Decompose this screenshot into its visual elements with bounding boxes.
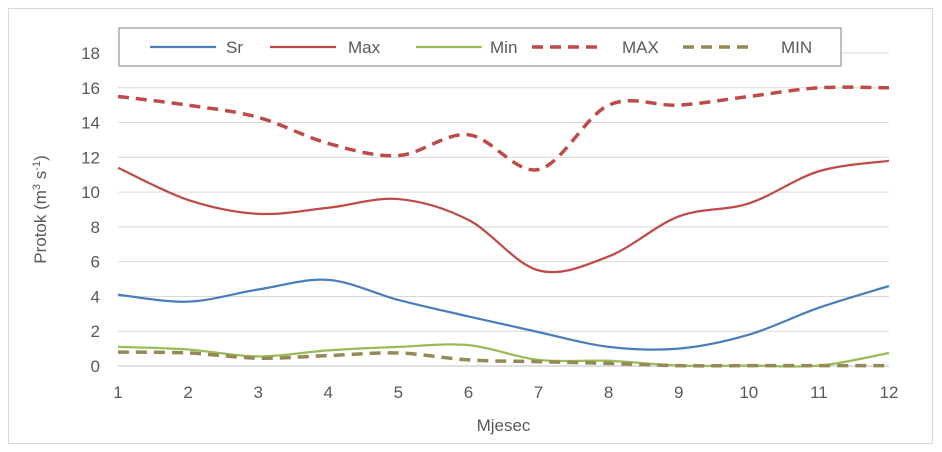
y-tick-label: 18 [81,44,100,63]
y-tick-label: 6 [91,253,100,272]
x-tick-label: 11 [810,383,828,402]
series-line-max [117,159,890,274]
legend-label-sr: Sr [226,38,243,57]
series-line-sr [117,278,890,351]
series-line-min [117,350,889,368]
x-tick-label: 9 [674,383,683,402]
x-tick-label: 6 [464,383,473,402]
x-axis-ticks: 1 2 3 4 5 6 7 8 9 10 11 12 [113,383,898,402]
series-lines [117,85,890,368]
y-axis-title-part: 3 [31,184,43,190]
x-tick-label: 10 [739,383,758,402]
y-tick-label: 0 [91,357,100,376]
x-tick-label: 4 [324,383,333,402]
x-tick-label: 1 [113,383,122,402]
x-tick-label: 5 [394,383,403,402]
x-tick-label: 12 [880,383,899,402]
y-tick-label: 8 [91,218,100,237]
legend: Sr Max Min MAX MIN [118,27,842,67]
y-axis-title-part: ) [31,155,50,161]
y-tick-label: 14 [81,114,100,133]
y-axis-title-part: Protok (m [31,190,50,264]
x-axis-title: Mjesec [477,416,531,435]
y-tick-label: 2 [91,322,100,341]
legend-label-max: MAX [622,38,659,57]
x-tick-label: 3 [253,383,262,402]
y-axis-title: Protok (m3 s-1) [31,155,50,264]
legend-label-min: MIN [781,38,812,57]
x-tick-label: 2 [183,383,192,402]
y-axis-title-part: s [31,171,50,184]
chart-frame [8,8,933,444]
x-tick-label: 8 [604,383,613,402]
y-axis-ticks: 0 2 4 6 8 10 12 14 16 18 [81,44,100,376]
y-tick-label: 16 [81,79,100,98]
y-axis-title-part: -1 [31,161,43,171]
legend-label-max: Max [348,38,381,57]
y-tick-label: 10 [81,183,100,202]
legend-label-min: Min [490,38,517,57]
y-tick-label: 12 [81,148,100,167]
x-tick-label: 7 [534,383,543,402]
gridlines [118,52,889,367]
y-tick-label: 4 [91,287,100,306]
